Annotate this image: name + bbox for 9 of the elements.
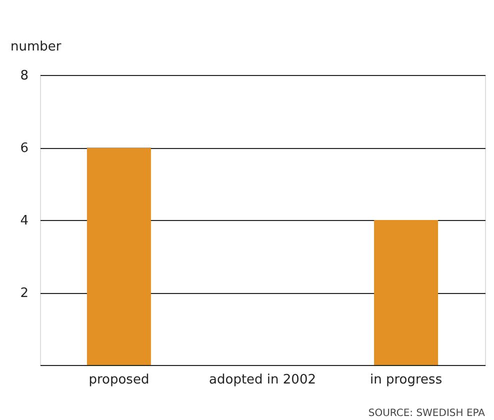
y-axis-title: number [10,40,62,54]
x-tick-label: adopted in 2002 [209,372,316,388]
source-note: SOURCE: SWEDISH EPA [368,408,486,419]
y-tick-label: 2 [20,286,28,301]
y-tick-label: 8 [20,68,28,84]
y-tick-label: 6 [20,141,28,156]
x-tick-label: in progress [370,372,442,388]
x-tick-label: proposed [88,372,150,388]
y-tick-label: 4 [20,214,28,228]
